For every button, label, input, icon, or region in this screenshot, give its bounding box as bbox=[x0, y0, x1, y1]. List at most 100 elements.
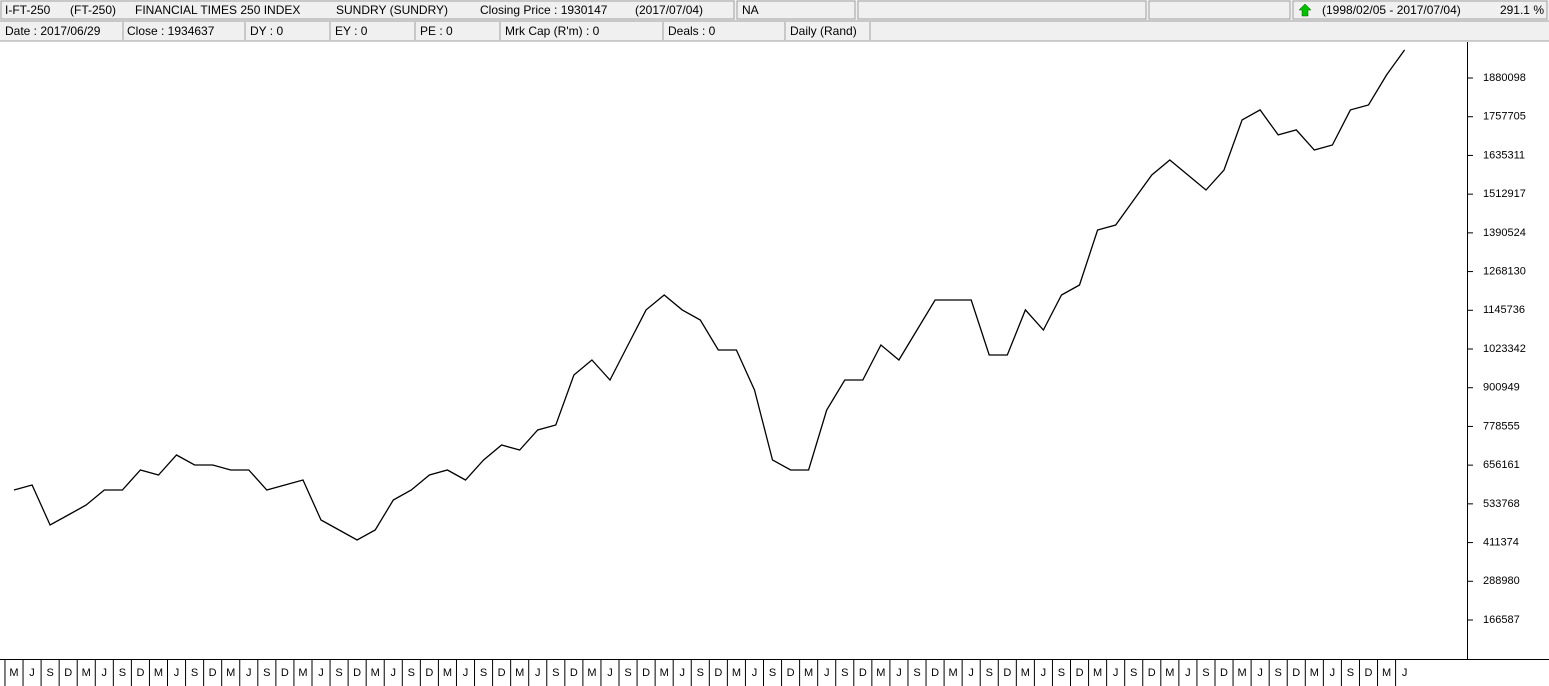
y-tick-label: 533768 bbox=[1483, 498, 1520, 510]
x-tick-label: M bbox=[732, 667, 741, 679]
x-tick-label: J bbox=[1257, 667, 1263, 679]
up-arrow bbox=[1298, 3, 1312, 17]
field bbox=[1148, 0, 1291, 20]
x-tick-label: J bbox=[391, 667, 397, 679]
y-tick-label: 1023342 bbox=[1483, 343, 1526, 355]
index-name: FINANCIAL TIMES 250 INDEX bbox=[135, 3, 300, 17]
closing-price: Closing Price : 1930147 bbox=[480, 3, 608, 17]
x-tick-label: D bbox=[714, 667, 722, 679]
info-separators bbox=[122, 22, 871, 40]
info-mktcap: Mrk Cap (R'm) : 0 bbox=[505, 24, 600, 38]
x-tick-label: J bbox=[679, 667, 685, 679]
y-tick-label: 778555 bbox=[1483, 420, 1520, 432]
x-tick-label: M bbox=[1021, 667, 1030, 679]
x-tick-label: D bbox=[1076, 667, 1084, 679]
x-tick-label: J bbox=[174, 667, 180, 679]
x-tick-label: J bbox=[1113, 667, 1119, 679]
x-tick-label: S bbox=[552, 667, 559, 679]
x-tick-label: S bbox=[191, 667, 198, 679]
info-deals: Deals : 0 bbox=[668, 24, 716, 38]
x-tick-label: D bbox=[64, 667, 72, 679]
x-tick-label: J bbox=[968, 667, 974, 679]
x-tick-label: S bbox=[841, 667, 848, 679]
x-tick-label: J bbox=[29, 667, 35, 679]
x-tick-label: D bbox=[353, 667, 361, 679]
x-tick-label: J bbox=[896, 667, 902, 679]
x-tick-label: M bbox=[876, 667, 885, 679]
x-tick-label: D bbox=[1148, 667, 1156, 679]
y-tick-label: 1145736 bbox=[1483, 304, 1525, 316]
y-tick-label: 288980 bbox=[1483, 575, 1520, 587]
x-tick-label: D bbox=[859, 667, 867, 679]
x-tick-label: M bbox=[804, 667, 813, 679]
x-tick-label: D bbox=[281, 667, 289, 679]
x-tick-label: D bbox=[425, 667, 433, 679]
y-tick-label: 1268130 bbox=[1483, 265, 1526, 277]
closing-date: (2017/07/04) bbox=[635, 3, 703, 17]
x-tick-label: M bbox=[226, 667, 235, 679]
info-close: Close : 1934637 bbox=[127, 24, 215, 38]
x-tick-label: J bbox=[607, 667, 613, 679]
x-tick-label: J bbox=[1330, 667, 1336, 679]
info-dy: DY : 0 bbox=[250, 24, 283, 38]
x-tick-label: D bbox=[136, 667, 144, 679]
price-line bbox=[13, 49, 1406, 541]
x-tick-label: D bbox=[931, 667, 939, 679]
x-tick-label: D bbox=[498, 667, 506, 679]
field bbox=[0, 0, 735, 20]
sector: SUNDRY (SUNDRY) bbox=[336, 3, 448, 17]
x-tick-label: S bbox=[1202, 667, 1209, 679]
x-tick-label: J bbox=[824, 667, 830, 679]
y-tick-label: 1880098 bbox=[1483, 72, 1526, 84]
x-tick-label: S bbox=[335, 667, 342, 679]
x-tick-label: S bbox=[1130, 667, 1137, 679]
x-tick-label: J bbox=[318, 667, 324, 679]
x-tick-label: J bbox=[246, 667, 252, 679]
info-pe: PE : 0 bbox=[420, 24, 453, 38]
x-tick-label: M bbox=[1382, 667, 1391, 679]
y-tick-label: 656161 bbox=[1483, 459, 1520, 471]
field bbox=[736, 0, 856, 20]
x-tick-label: S bbox=[1058, 667, 1065, 679]
y-tick-label: 166587 bbox=[1483, 614, 1520, 626]
x-tick-label: M bbox=[82, 667, 91, 679]
x-tick-label: S bbox=[624, 667, 631, 679]
x-tick-label: J bbox=[1185, 667, 1191, 679]
x-tick-label: S bbox=[46, 667, 53, 679]
y-tick-label: 1512917 bbox=[1483, 188, 1526, 200]
info-date: Date : 2017/06/29 bbox=[5, 24, 101, 38]
x-tick-label: S bbox=[986, 667, 993, 679]
x-tick-label: S bbox=[1275, 667, 1282, 679]
x-tick-label: D bbox=[1365, 667, 1373, 679]
x-tick-label: J bbox=[1041, 667, 1047, 679]
x-tick-label: M bbox=[1165, 667, 1174, 679]
x-tick-label: M bbox=[949, 667, 958, 679]
x-tick-label: J bbox=[1402, 667, 1408, 679]
y-tick-label: 900949 bbox=[1483, 382, 1520, 394]
na-field: NA bbox=[742, 3, 759, 17]
x-tick-label: J bbox=[463, 667, 469, 679]
x-tick-label: S bbox=[408, 667, 415, 679]
x-tick-label: D bbox=[1220, 667, 1228, 679]
x-tick-label: M bbox=[443, 667, 452, 679]
field bbox=[857, 0, 1147, 20]
date-range: (1998/02/05 - 2017/07/04) bbox=[1322, 3, 1461, 17]
x-tick-label: M bbox=[1093, 667, 1102, 679]
x-tick-label: M bbox=[371, 667, 380, 679]
code: I-FT-250 bbox=[5, 3, 51, 17]
x-tick-label: D bbox=[209, 667, 217, 679]
change-pct: 291.1 % bbox=[1500, 3, 1544, 17]
y-tick-label: 1635311 bbox=[1483, 149, 1525, 161]
x-tick-label: M bbox=[1310, 667, 1319, 679]
x-tick-label: S bbox=[263, 667, 270, 679]
x-tick-label: M bbox=[587, 667, 596, 679]
x-tick-label: S bbox=[119, 667, 126, 679]
x-tick-label: J bbox=[535, 667, 541, 679]
x-tick-label: D bbox=[1003, 667, 1011, 679]
y-tick-label: 1757705 bbox=[1483, 111, 1526, 123]
info-ey: EY : 0 bbox=[335, 24, 368, 38]
x-tick-label: J bbox=[752, 667, 758, 679]
y-tick-label: 411374 bbox=[1483, 536, 1519, 548]
